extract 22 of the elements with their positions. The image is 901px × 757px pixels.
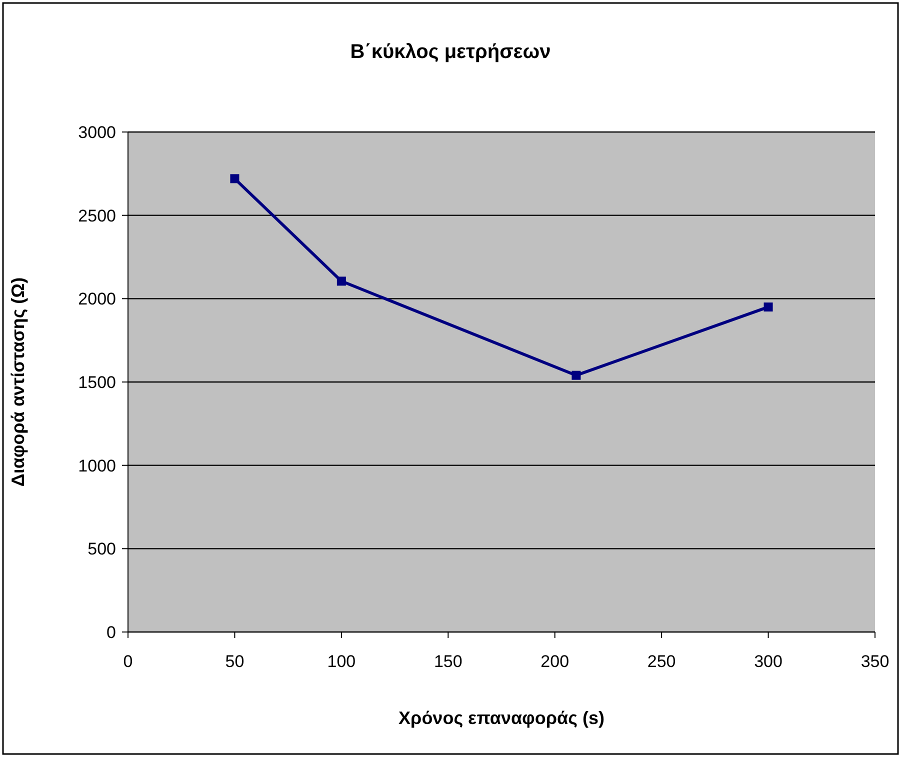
point xyxy=(230,174,240,184)
y-tick-label: 500 xyxy=(88,540,116,559)
x-tick-label: 250 xyxy=(647,652,676,671)
chart-title: Β΄κύκλος μετρήσεων xyxy=(350,41,551,63)
y-axis-title: Διαφορά αντίστασης (Ω) xyxy=(8,277,28,487)
x-tick-label: 150 xyxy=(434,652,462,671)
y-tick-label: 2500 xyxy=(78,206,116,226)
x-tick-label: 0 xyxy=(123,652,133,671)
x-tick-label: 350 xyxy=(860,652,890,671)
x-tick-label: 100 xyxy=(327,652,356,671)
point xyxy=(572,370,581,380)
point xyxy=(336,276,346,286)
point xyxy=(764,302,773,312)
y-tick-label: 0 xyxy=(106,622,116,642)
x-tick-label: 300 xyxy=(754,652,782,671)
y-tick-label: 1500 xyxy=(78,372,116,392)
x-tick-label: 50 xyxy=(225,652,244,671)
y-tick-label: 1000 xyxy=(78,456,116,476)
y-tick-label: 2000 xyxy=(78,290,116,309)
x-tick-label: 200 xyxy=(540,652,570,671)
y-tick-label: 3000 xyxy=(78,122,116,142)
x-axis-title: Χρόνος επαναφοράς (s) xyxy=(398,708,604,728)
